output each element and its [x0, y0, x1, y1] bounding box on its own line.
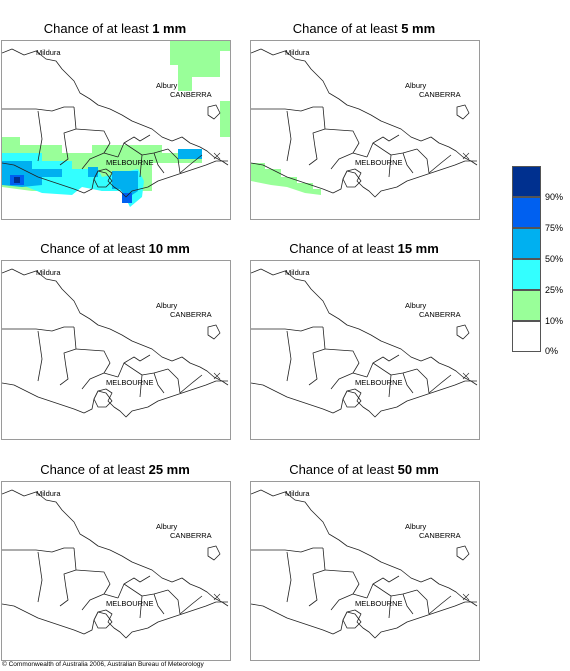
copyright-footer: © Commonwealth of Australia 2006, Austra…: [2, 661, 204, 668]
svg-text:Albury: Albury: [156, 81, 178, 90]
map-15mm: Mildura CANBERRA Albury MELBOURNE: [250, 260, 480, 440]
svg-text:CANBERRA: CANBERRA: [170, 310, 212, 319]
map-1mm: Mildura CANBERRA Albury MELBOURNE: [1, 40, 231, 220]
legend-swatch-10: [512, 290, 541, 321]
svg-text:MELBOURNE: MELBOURNE: [355, 599, 403, 608]
legend-label-75: 75%: [545, 223, 564, 233]
legend-swatch-50: [512, 228, 541, 259]
legend-swatch-0: [512, 321, 541, 352]
legend-swatch-75: [512, 197, 541, 228]
svg-text:MELBOURNE: MELBOURNE: [106, 158, 154, 167]
svg-text:CANBERRA: CANBERRA: [170, 90, 212, 99]
panel-title-1mm: Chance of at least 1 mm: [43, 21, 187, 36]
svg-text:Albury: Albury: [405, 301, 427, 310]
svg-text:Albury: Albury: [156, 301, 178, 310]
svg-text:Albury: Albury: [405, 522, 427, 531]
map-25mm: Mildura CANBERRA Albury MELBOURNE: [1, 481, 231, 661]
svg-text:MELBOURNE: MELBOURNE: [106, 378, 154, 387]
svg-text:Mildura: Mildura: [36, 489, 61, 498]
map-5mm: Mildura CANBERRA Albury MELBOURNE: [250, 40, 480, 220]
panel-title-50mm: Chance of at least 50 mm: [289, 462, 439, 477]
legend-label-50: 50%: [545, 254, 564, 264]
legend-label-25: 25%: [545, 285, 564, 295]
svg-text:Mildura: Mildura: [285, 48, 310, 57]
svg-text:MELBOURNE: MELBOURNE: [355, 378, 403, 387]
panel-title-15mm: Chance of at least 15 mm: [289, 241, 439, 256]
svg-text:CANBERRA: CANBERRA: [419, 90, 461, 99]
svg-text:MELBOURNE: MELBOURNE: [106, 599, 154, 608]
legend-swatch-90: [512, 166, 541, 197]
svg-text:Mildura: Mildura: [285, 489, 310, 498]
panel-title-10mm: Chance of at least 10 mm: [40, 241, 190, 256]
map-10mm: Mildura CANBERRA Albury MELBOURNE: [1, 260, 231, 440]
svg-text:CANBERRA: CANBERRA: [419, 310, 461, 319]
svg-text:Albury: Albury: [156, 522, 178, 531]
svg-text:Albury: Albury: [405, 81, 427, 90]
svg-text:MELBOURNE: MELBOURNE: [355, 158, 403, 167]
legend-label-10: 10%: [545, 316, 564, 326]
svg-text:Mildura: Mildura: [36, 268, 61, 277]
svg-text:Mildura: Mildura: [36, 48, 61, 57]
svg-text:CANBERRA: CANBERRA: [170, 531, 212, 540]
svg-text:Mildura: Mildura: [285, 268, 310, 277]
map-50mm: Mildura CANBERRA Albury MELBOURNE: [250, 481, 480, 661]
legend-label-90: 90%: [545, 192, 564, 202]
panel-title-5mm: Chance of at least 5 mm: [292, 21, 436, 36]
panel-title-25mm: Chance of at least 25 mm: [40, 462, 190, 477]
svg-text:CANBERRA: CANBERRA: [419, 531, 461, 540]
legend-swatch-25: [512, 259, 541, 290]
legend-label-0: 0%: [545, 346, 559, 356]
